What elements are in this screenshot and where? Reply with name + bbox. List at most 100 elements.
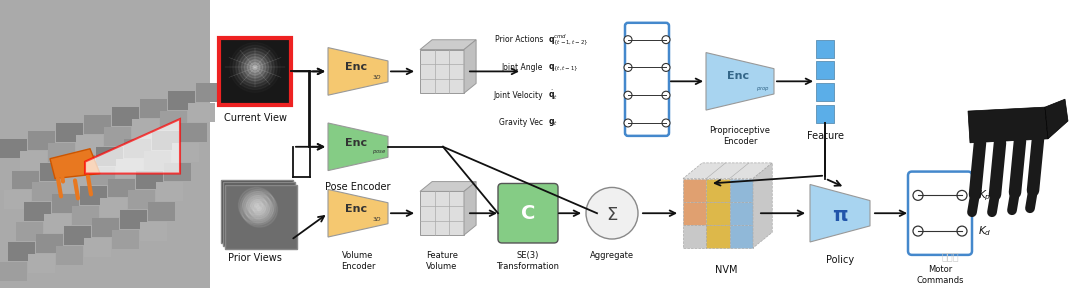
Bar (164, 163, 191, 182)
Circle shape (256, 205, 260, 209)
Text: π: π (833, 206, 848, 225)
Bar (112, 230, 139, 249)
Circle shape (252, 201, 264, 213)
Bar (195, 83, 222, 102)
Text: $\mathbf{q}^{cmd}_{\{t-1,t-2\}}$: $\mathbf{q}^{cmd}_{\{t-1,t-2\}}$ (548, 32, 589, 47)
Bar (64, 226, 91, 245)
Circle shape (624, 36, 632, 44)
Text: Prior Actions: Prior Actions (495, 35, 543, 44)
FancyBboxPatch shape (222, 182, 295, 246)
Bar (28, 131, 55, 150)
Bar (706, 225, 730, 248)
Text: Feature: Feature (807, 131, 843, 141)
Bar (0, 0, 210, 288)
Circle shape (254, 203, 266, 215)
Circle shape (247, 60, 262, 75)
Circle shape (242, 191, 278, 227)
Text: Enc: Enc (345, 138, 367, 148)
Text: $_{3D}$: $_{3D}$ (372, 73, 382, 82)
Bar (706, 202, 730, 225)
Text: Σ: Σ (606, 206, 618, 224)
Bar (816, 40, 834, 57)
Circle shape (242, 54, 269, 81)
Bar (816, 61, 834, 79)
Bar (8, 242, 35, 261)
Text: Proprioceptive
Encoder: Proprioceptive Encoder (710, 126, 770, 146)
Bar (129, 191, 156, 209)
Text: $\mathbf{g}_t$: $\mathbf{g}_t$ (548, 117, 558, 128)
FancyBboxPatch shape (498, 184, 558, 243)
Circle shape (257, 207, 261, 211)
Text: $K_p$: $K_p$ (978, 188, 991, 203)
Bar (816, 83, 834, 101)
Bar (156, 182, 183, 201)
Text: Pose Encoder: Pose Encoder (325, 182, 391, 193)
Polygon shape (968, 107, 1048, 143)
Circle shape (913, 191, 923, 200)
Circle shape (586, 187, 638, 239)
Bar (96, 147, 123, 166)
Bar (100, 198, 127, 217)
Bar (0, 262, 27, 281)
Polygon shape (328, 189, 388, 237)
Circle shape (244, 193, 272, 221)
Bar (48, 143, 75, 162)
Text: Enc: Enc (727, 71, 750, 81)
Text: Volume
Encoder: Volume Encoder (341, 251, 375, 271)
Text: Feature
Volume: Feature Volume (426, 251, 458, 271)
Bar (706, 179, 730, 202)
Bar (112, 107, 139, 126)
Text: Joint Angle: Joint Angle (501, 63, 543, 72)
Bar (84, 115, 111, 134)
Circle shape (957, 226, 967, 236)
Text: $\mathbf{q}_{\{t,t-1\}}$: $\mathbf{q}_{\{t,t-1\}}$ (548, 62, 579, 73)
Circle shape (255, 203, 258, 207)
Bar (16, 222, 43, 241)
Polygon shape (420, 50, 464, 93)
Text: NVM: NVM (715, 265, 738, 275)
Text: Current View: Current View (224, 113, 286, 123)
Circle shape (245, 195, 273, 223)
Circle shape (624, 119, 632, 127)
Bar (144, 151, 171, 170)
Bar (52, 194, 79, 213)
Bar (92, 218, 119, 237)
Bar (56, 246, 83, 265)
Text: Joint Velocity: Joint Velocity (494, 91, 543, 100)
Polygon shape (464, 182, 476, 235)
Bar (56, 123, 83, 142)
Bar (683, 202, 706, 225)
Text: $_{3D}$: $_{3D}$ (372, 215, 382, 224)
FancyBboxPatch shape (221, 180, 293, 243)
FancyBboxPatch shape (625, 23, 669, 136)
Circle shape (662, 36, 670, 44)
Circle shape (244, 57, 266, 78)
Polygon shape (706, 52, 774, 110)
Circle shape (246, 195, 267, 215)
Polygon shape (464, 40, 476, 93)
Polygon shape (420, 40, 476, 50)
Bar (44, 214, 71, 233)
Bar (68, 155, 95, 173)
Polygon shape (420, 182, 476, 191)
Circle shape (253, 66, 257, 69)
Bar (140, 99, 167, 118)
Bar (730, 225, 753, 248)
Circle shape (913, 226, 923, 236)
Circle shape (249, 199, 270, 219)
Text: $_{prop}$: $_{prop}$ (756, 84, 770, 93)
Polygon shape (1045, 99, 1068, 139)
Circle shape (624, 91, 632, 99)
Polygon shape (85, 119, 180, 173)
Bar (104, 127, 131, 146)
Bar (180, 123, 207, 142)
Bar (0, 139, 27, 158)
Bar (120, 210, 147, 229)
Bar (84, 238, 111, 257)
Text: Enc: Enc (345, 62, 367, 72)
Circle shape (248, 197, 268, 217)
Text: $\dot{\mathbf{q}}_t$: $\dot{\mathbf{q}}_t$ (548, 88, 558, 102)
Circle shape (243, 191, 270, 219)
Bar (160, 111, 187, 130)
Bar (4, 191, 31, 209)
